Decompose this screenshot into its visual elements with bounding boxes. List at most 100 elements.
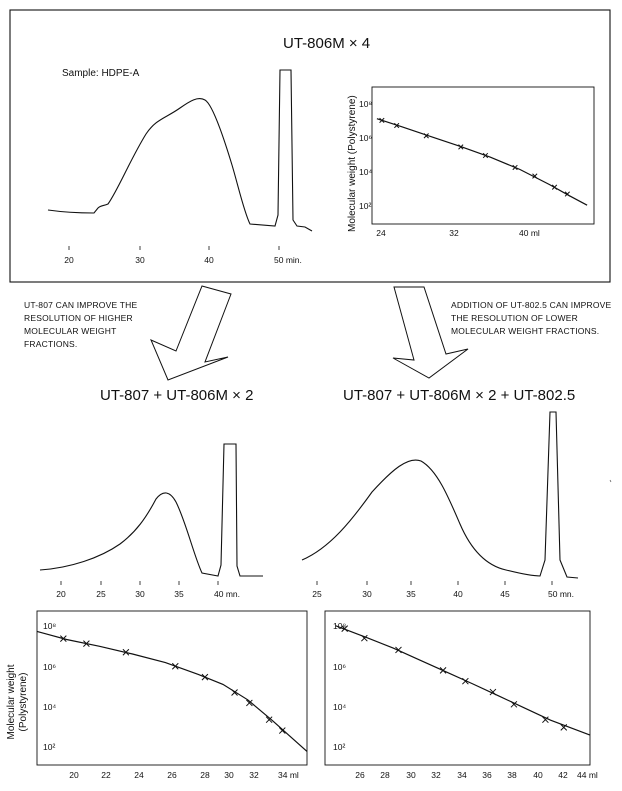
calibration-point-x-marker (482, 152, 489, 159)
right-chromatogram-tick: 40 (453, 589, 463, 599)
top-chromatogram-tick: 50 min. (274, 255, 302, 265)
calibration-y-tick: 10⁸ (359, 99, 372, 109)
calibration-x-tick: 30 (406, 770, 416, 780)
left-calibration-curve (36, 630, 308, 752)
right-calibration-curve (335, 625, 591, 736)
right-note-line: ADDITION OF UT-802.5 CAN IMPROVE (451, 300, 612, 310)
top-chromatogram-trace (47, 69, 313, 232)
scan-mark (609, 479, 612, 483)
calibration-point-x-marker (394, 122, 400, 129)
calibration-x-tick: 20 (69, 770, 79, 780)
calibration-x-tick: 34 ml (278, 770, 299, 780)
left-chromatogram-tick-marks (60, 581, 219, 585)
left-calibration-x-ticks: 20 22 24 26 28 30 32 34 ml (69, 770, 299, 780)
calibration-x-tick: 22 (101, 770, 111, 780)
left-note-line: RESOLUTION OF HIGHER (24, 313, 133, 323)
calibration-point-x-marker (278, 727, 286, 734)
calibration-x-tick: 44 ml (577, 770, 598, 780)
top-chromatogram-tick: 30 (135, 255, 145, 265)
calibration-y-tick: 10⁴ (359, 167, 372, 177)
calibration-point-x-marker (265, 716, 273, 724)
right-chromatogram-tick: 30 (362, 589, 372, 599)
top-chromatogram: 20 30 40 50 min. (47, 69, 313, 265)
top-calibration-x-ticks: 24 32 40 ml (376, 228, 540, 238)
calibration-x-tick: 24 (376, 228, 386, 238)
right-chromatogram-tick: 45 (500, 589, 510, 599)
right-calibration-x-ticks: 26 28 30 32 34 36 38 40 42 44 ml (355, 770, 598, 780)
top-chromatogram-x-ticks: 20 30 40 50 min. (64, 255, 302, 265)
left-calibration-y-label-line: Molecular weight (6, 664, 17, 739)
calibration-point-x-marker (59, 635, 67, 642)
right-chromatogram-tick: 50 mn. (548, 589, 574, 599)
calibration-y-tick: 10⁶ (333, 662, 346, 672)
calibration-x-tick: 28 (200, 770, 210, 780)
calibration-point-x-marker (458, 144, 464, 150)
calibration-x-tick: 28 (380, 770, 390, 780)
top-chromatogram-tick-marks (68, 246, 280, 250)
calibration-point-x-marker (201, 673, 209, 681)
calibration-point-x-marker (122, 648, 130, 656)
left-arrow-note: UT-807 CAN IMPROVE THE RESOLUTION OF HIG… (24, 285, 232, 381)
calibration-point-x-marker (395, 646, 402, 654)
left-chromatogram-tick: 30 (135, 589, 145, 599)
calibration-x-tick: 40 (533, 770, 543, 780)
calibration-point-x-marker (510, 700, 518, 708)
calibration-y-tick: 10⁸ (43, 621, 56, 631)
right-note-line: THE RESOLUTION OF LOWER (451, 313, 578, 323)
calibration-x-tick: 26 (167, 770, 177, 780)
top-panel: UT-806M × 4 Sample: HDPE-A 20 30 40 50 m… (9, 9, 611, 283)
calibration-point-x-marker (83, 640, 90, 647)
top-chromatogram-tick: 40 (204, 255, 214, 265)
calibration-point-x-marker (171, 662, 179, 670)
calibration-point-x-marker (341, 625, 349, 633)
right-calibration-frame (324, 610, 591, 766)
calibration-x-tick: 40 ml (519, 228, 540, 238)
calibration-point-x-marker (231, 689, 238, 696)
calibration-x-tick: 26 (355, 770, 365, 780)
top-panel-title: UT-806M × 4 (283, 35, 370, 52)
calibration-point-x-marker (439, 666, 447, 674)
top-calibration-y-ticks: 10⁸ 10⁶ 10⁴ 10² (359, 99, 372, 211)
left-chromatogram-tick: 25 (96, 589, 106, 599)
left-down-arrow (150, 285, 232, 381)
top-calibration-frame (371, 86, 595, 225)
right-chromatogram-trace (301, 411, 579, 579)
top-calibration-chart: Molecular weight (Polystyrene) 10⁸ 10⁶ 1… (347, 86, 595, 238)
calibration-x-tick: 32 (249, 770, 259, 780)
left-column: UT-807 + UT-806M × 2 20 25 30 35 40 mn. … (6, 387, 308, 780)
right-calibration-chart: 10⁸ 10⁶ 10⁴ 10² 26 28 30 32 34 36 38 40 … (324, 610, 598, 780)
calibration-x-tick: 42 (558, 770, 568, 780)
sample-label: Sample: HDPE-A (62, 68, 140, 79)
left-column-title: UT-807 + UT-806M × 2 (100, 387, 253, 404)
right-chromatogram: 25 30 35 40 45 50 mn. (301, 411, 579, 599)
right-down-arrow (392, 286, 469, 379)
calibration-point-x-marker (564, 191, 571, 197)
right-calibration-y-ticks: 10⁸ 10⁶ 10⁴ 10² (333, 621, 346, 752)
calibration-x-tick: 38 (507, 770, 517, 780)
top-chromatogram-tick: 20 (64, 255, 74, 265)
calibration-point-x-marker (379, 117, 385, 124)
right-arrow-note: ADDITION OF UT-802.5 CAN IMPROVE THE RES… (392, 286, 612, 379)
right-chromatogram-x-ticks: 25 30 35 40 45 50 mn. (312, 589, 574, 599)
left-note-line: MOLECULAR WEIGHT (24, 326, 116, 336)
calibration-x-tick: 34 (457, 770, 467, 780)
left-chromatogram-x-ticks: 20 25 30 35 40 mn. (56, 589, 240, 599)
calibration-point-x-marker (532, 173, 538, 179)
top-calibration-y-label: Molecular weight (Polystyrene) (347, 95, 358, 232)
left-calibration-y-ticks: 10⁸ 10⁶ 10⁴ 10² (43, 621, 56, 752)
left-calibration-points (59, 635, 286, 734)
calibration-y-tick: 10² (43, 742, 55, 752)
calibration-point-x-marker (361, 634, 368, 642)
left-chromatogram: 20 25 30 35 40 mn. (39, 443, 263, 599)
left-chromatogram-tick: 20 (56, 589, 66, 599)
right-column: UT-807 + UT-806M × 2 + UT-802.5 25 30 35… (301, 387, 598, 780)
calibration-point-x-marker (489, 688, 497, 696)
right-column-title: UT-807 + UT-806M × 2 + UT-802.5 (343, 387, 575, 404)
left-calibration-y-label-line: (Polystyrene) (18, 673, 29, 732)
calibration-y-tick: 10⁶ (43, 662, 56, 672)
calibration-x-tick: 36 (482, 770, 492, 780)
calibration-point-x-marker (512, 164, 518, 171)
calibration-y-tick: 10⁴ (43, 702, 56, 712)
left-calibration-frame (36, 610, 308, 766)
left-note-line: UT-807 CAN IMPROVE THE (24, 300, 137, 310)
